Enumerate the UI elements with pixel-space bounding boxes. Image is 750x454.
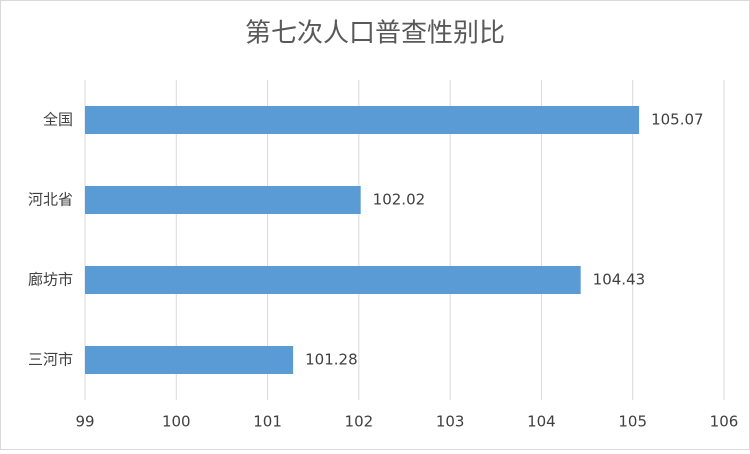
data-label: 102.02	[373, 191, 426, 209]
x-tick-label: 100	[162, 413, 191, 431]
bar	[85, 266, 581, 294]
y-tick-label: 河北省	[28, 191, 73, 209]
data-label: 101.28	[305, 351, 358, 369]
data-label: 105.07	[651, 111, 704, 129]
y-tick-label: 三河市	[28, 351, 73, 369]
x-tick-label: 105	[618, 413, 647, 431]
x-tick-label: 99	[75, 413, 94, 431]
y-tick-label: 全国	[43, 111, 73, 129]
x-tick-label: 101	[253, 413, 282, 431]
x-tick-label: 106	[710, 413, 739, 431]
chart-title: 第七次人口普查性别比	[245, 19, 505, 49]
data-label: 104.43	[593, 271, 646, 289]
x-tick-label: 104	[527, 413, 556, 431]
bar	[85, 106, 640, 134]
x-tick-label: 102	[345, 413, 374, 431]
y-tick-label: 廊坊市	[28, 271, 73, 289]
bar	[85, 346, 294, 374]
bar	[85, 186, 361, 214]
x-tick-label: 103	[436, 413, 465, 431]
